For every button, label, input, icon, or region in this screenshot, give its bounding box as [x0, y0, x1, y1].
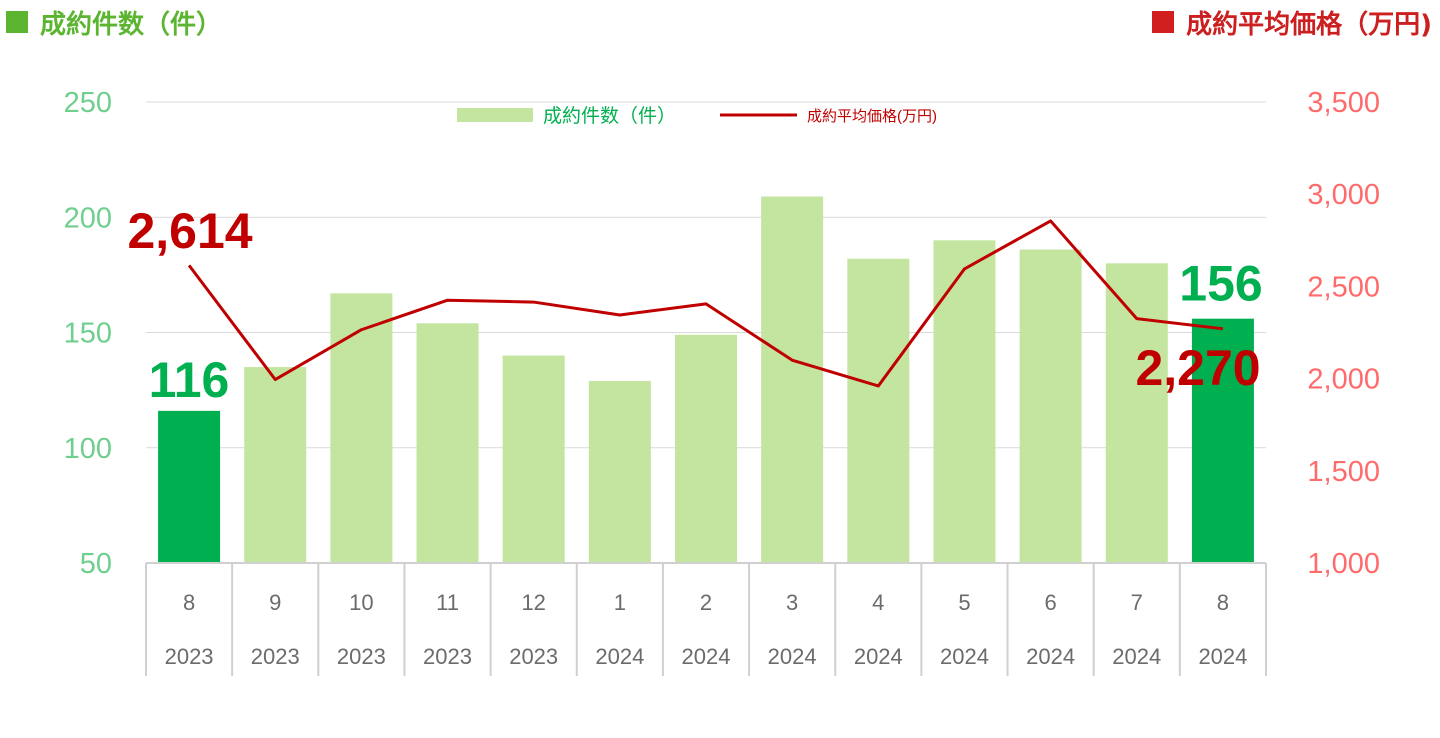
month-label: 6	[1044, 590, 1056, 615]
left-tick-label: 250	[64, 87, 112, 119]
right-tick-label: 1,000	[1307, 548, 1380, 580]
bar-11	[1105, 263, 1168, 563]
bar-2	[330, 293, 393, 563]
last-bar-value-label: 156	[1179, 256, 1262, 312]
legend-bar-swatch	[457, 108, 533, 122]
month-label: 9	[269, 590, 281, 615]
bar-3	[416, 323, 479, 563]
right-axis-header-text: 成約平均価格（万円)	[1186, 9, 1432, 40]
bar-8	[847, 258, 910, 563]
bar-9	[933, 240, 996, 564]
month-label: 2	[700, 590, 712, 615]
category-table: 8 2023 9 2023 10 2023 11 2023 12 2023 1 2024 2 2024 3 2…	[145, 562, 1267, 676]
bar-7	[761, 196, 824, 563]
month-label: 5	[958, 590, 970, 615]
year-label: 2024	[595, 644, 644, 669]
right-tick-label: 2,000	[1307, 364, 1380, 396]
year-label: 2024	[854, 644, 903, 669]
year-label: 2024	[1026, 644, 1075, 669]
year-label: 2024	[1112, 644, 1161, 669]
year-label: 2024	[940, 644, 989, 669]
last-line-value-label: 2,270	[1135, 340, 1260, 396]
left-tick-label: 100	[64, 433, 112, 465]
bar-4	[502, 355, 565, 563]
year-label: 2023	[509, 644, 558, 669]
bar-5	[588, 380, 651, 563]
year-label: 2023	[251, 644, 300, 669]
legend-line-label: 成約平均価格(万円)	[807, 108, 937, 125]
left-axis: 50 100 150 200 250	[64, 87, 112, 580]
right-tick-label: 1,500	[1307, 456, 1380, 488]
month-label: 12	[521, 590, 545, 615]
first-line-value-label: 2,614	[127, 203, 252, 259]
left-tick-label: 50	[80, 548, 112, 580]
year-label: 2023	[337, 644, 386, 669]
bar-6	[675, 334, 737, 563]
year-label: 2024	[682, 644, 731, 669]
right-tick-label: 2,500	[1307, 271, 1380, 303]
bar-0	[158, 410, 221, 563]
month-label: 7	[1131, 590, 1143, 615]
month-label: 1	[614, 590, 626, 615]
legend: 成約件数（件） 成約平均価格(万円)	[457, 105, 937, 127]
left-tick-label: 200	[64, 202, 112, 234]
right-axis-header: 成約平均価格（万円)	[1152, 2, 1432, 42]
month-label: 3	[786, 590, 798, 615]
bar-series	[158, 196, 1254, 564]
right-tick-label: 3,500	[1307, 87, 1380, 119]
left-tick-label: 150	[64, 318, 112, 350]
year-label: 2023	[165, 644, 214, 669]
line-series	[187, 219, 1224, 388]
year-label: 2024	[768, 644, 817, 669]
month-label: 11	[436, 590, 459, 615]
bar-1	[244, 367, 307, 563]
bar-10	[1019, 249, 1082, 563]
month-label: 8	[1217, 590, 1229, 615]
first-bar-value-label: 116	[149, 352, 230, 408]
year-label: 2024	[1198, 644, 1247, 669]
green-square-icon	[6, 11, 28, 33]
bar-12	[1191, 318, 1254, 563]
left-axis-header: 成約件数（件）	[6, 2, 222, 42]
month-label: 4	[872, 590, 884, 615]
right-axis: 1,000 1,500 2,000 2,500 3,000 3,500	[1307, 87, 1380, 580]
legend-bar-label: 成約件数（件）	[543, 105, 676, 127]
month-label: 10	[349, 590, 373, 615]
annotations: 116 156 2,614 2,270	[127, 203, 1262, 408]
year-label: 2023	[423, 644, 472, 669]
left-axis-header-text: 成約件数（件）	[40, 9, 223, 40]
right-tick-label: 3,000	[1307, 179, 1380, 211]
red-square-icon	[1152, 11, 1175, 33]
month-label: 8	[183, 590, 195, 615]
price-line	[187, 219, 1224, 388]
